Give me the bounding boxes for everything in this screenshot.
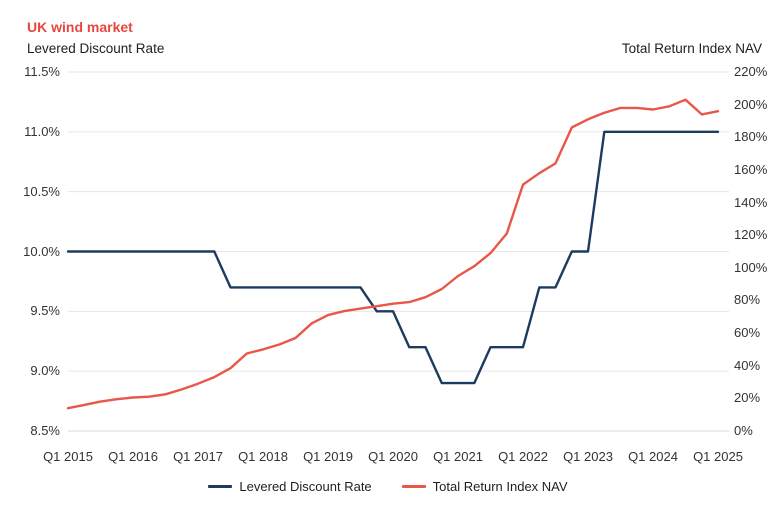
red-line-swatch-icon: [401, 485, 426, 488]
left-axis-tick: 9.5%: [30, 303, 60, 319]
left-axis-tick: 11.5%: [24, 64, 60, 79]
right-axis-tick: 220%: [734, 64, 768, 79]
right-axis-tick: 140%: [734, 194, 768, 210]
left-axis-tick: 9.0%: [30, 363, 60, 379]
navy-line-swatch-icon: [208, 485, 233, 488]
left-axis-tick: 8.5%: [30, 423, 60, 438]
chart-title: UK wind market: [27, 19, 133, 35]
right-axis-tick: 180%: [734, 129, 768, 145]
right-axis-tick: 60%: [734, 325, 761, 341]
x-axis-tick: Q1 2018: [238, 449, 288, 464]
legend-item-total-return-index-nav: Total Return Index NAV: [401, 479, 568, 494]
right-axis-tick: 100%: [734, 259, 768, 275]
left-axis-tick: 10.5%: [23, 183, 60, 199]
left-axis-title: Levered Discount Rate: [27, 41, 165, 56]
right-axis-tick: 160%: [734, 161, 768, 177]
left-axis-tick: 11.0%: [24, 123, 60, 139]
x-axis-tick: Q1 2020: [368, 449, 418, 464]
right-axis-tick: 20%: [734, 390, 761, 406]
right-axis-tick: 200%: [734, 96, 768, 112]
x-axis-tick: Q1 2025: [693, 449, 743, 464]
x-axis-tick: Q1 2017: [173, 449, 223, 464]
legend: Levered Discount Rate Total Return Index…: [0, 479, 776, 494]
x-axis-tick: Q1 2021: [433, 449, 483, 464]
right-axis-tick: 40%: [734, 357, 761, 373]
right-axis-tick: 120%: [734, 227, 768, 243]
series-line-levered-discount-rate: [66, 130, 720, 385]
right-axis-title: Total Return Index NAV: [621, 41, 762, 56]
left-axis-tick: 10.0%: [23, 243, 60, 259]
x-axis-tick: Q1 2019: [303, 449, 353, 464]
right-axis-tick: 0%: [734, 423, 753, 438]
x-axis-tick: Q1 2016: [108, 449, 158, 464]
legend-item-levered-discount-rate: Levered Discount Rate: [208, 479, 372, 494]
x-axis-tick: Q1 2022: [498, 449, 548, 464]
legend-label: Levered Discount Rate: [239, 479, 372, 494]
x-axis-tick: Q1 2024: [628, 449, 678, 464]
legend-label: Total Return Index NAV: [432, 479, 568, 494]
x-axis-tick: Q1 2015: [43, 449, 93, 464]
series-line-total-return-index-nav: [66, 98, 720, 410]
right-axis-tick: 80%: [734, 292, 761, 308]
x-axis-tick: Q1 2023: [563, 449, 613, 464]
